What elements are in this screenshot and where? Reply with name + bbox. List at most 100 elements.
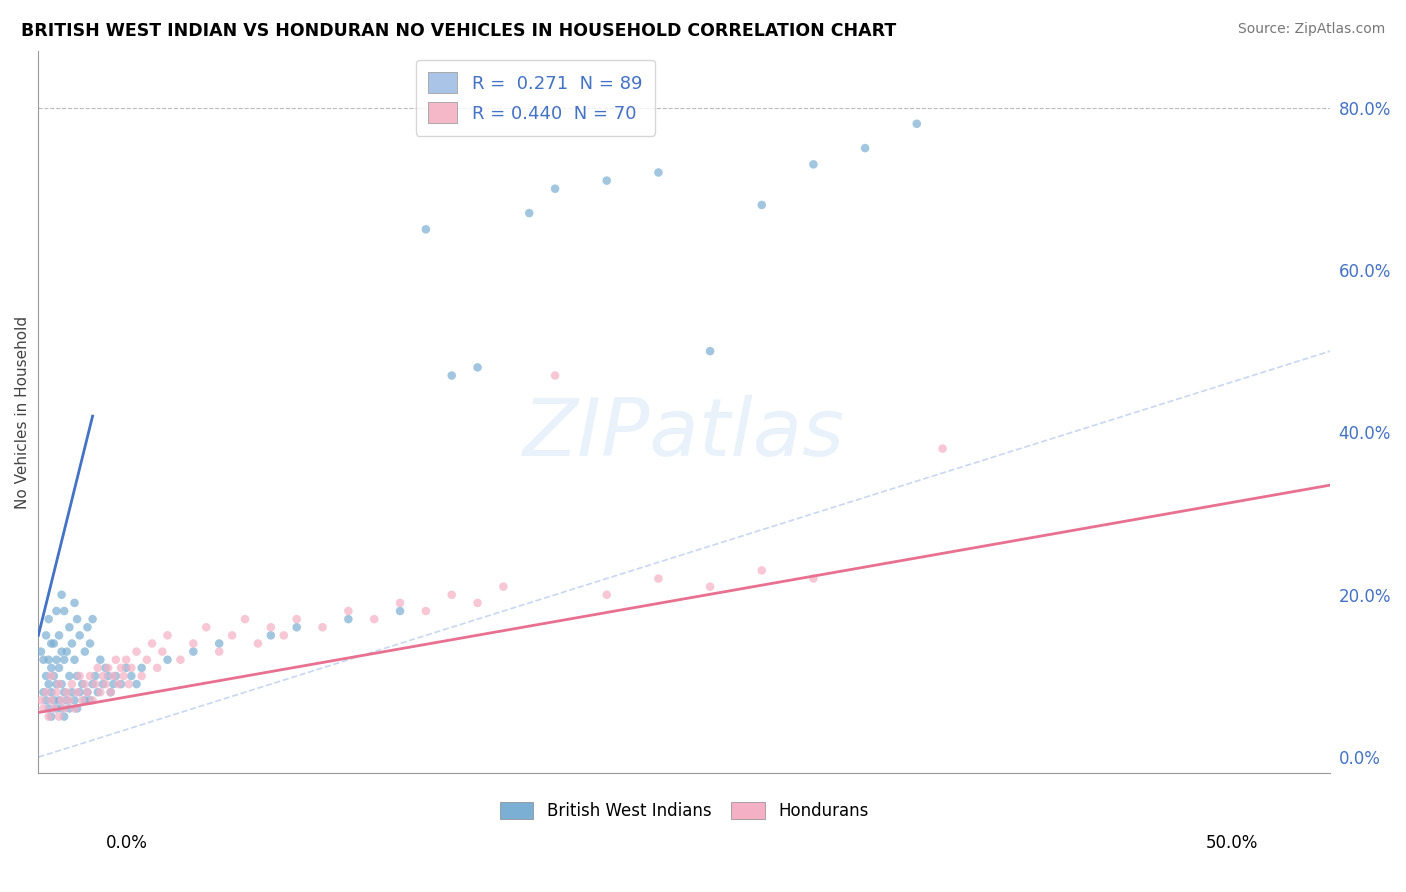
Point bbox=[53, 701, 76, 715]
Point bbox=[156, 628, 179, 642]
Point bbox=[55, 693, 77, 707]
Point bbox=[39, 709, 62, 723]
Point bbox=[55, 645, 77, 659]
Point bbox=[48, 661, 70, 675]
Point bbox=[125, 677, 148, 691]
Point bbox=[35, 669, 58, 683]
Point bbox=[45, 604, 67, 618]
Point bbox=[311, 620, 333, 634]
Point bbox=[115, 653, 138, 667]
Point bbox=[60, 636, 83, 650]
Point bbox=[45, 701, 67, 715]
Point bbox=[110, 661, 132, 675]
Point bbox=[35, 693, 58, 707]
Point bbox=[51, 693, 73, 707]
Point bbox=[60, 677, 83, 691]
Point bbox=[803, 572, 825, 586]
Point bbox=[110, 677, 132, 691]
Point bbox=[156, 653, 179, 667]
Point bbox=[337, 612, 360, 626]
Point bbox=[79, 636, 101, 650]
Point bbox=[97, 661, 120, 675]
Point bbox=[103, 677, 125, 691]
Point bbox=[260, 628, 283, 642]
Point bbox=[221, 628, 243, 642]
Point bbox=[66, 612, 89, 626]
Point bbox=[53, 685, 76, 699]
Point bbox=[35, 685, 58, 699]
Point bbox=[107, 677, 129, 691]
Point bbox=[58, 701, 80, 715]
Point bbox=[131, 661, 153, 675]
Point bbox=[208, 645, 231, 659]
Text: 0.0%: 0.0% bbox=[105, 834, 148, 852]
Point bbox=[260, 620, 283, 634]
Text: Source: ZipAtlas.com: Source: ZipAtlas.com bbox=[1237, 22, 1385, 37]
Point bbox=[389, 604, 412, 618]
Point bbox=[183, 645, 205, 659]
Point bbox=[72, 693, 94, 707]
Point bbox=[76, 620, 98, 634]
Point bbox=[169, 653, 191, 667]
Point bbox=[82, 677, 104, 691]
Point bbox=[141, 636, 163, 650]
Point bbox=[246, 636, 269, 650]
Point bbox=[48, 693, 70, 707]
Point bbox=[30, 645, 52, 659]
Point bbox=[30, 693, 52, 707]
Point bbox=[440, 588, 463, 602]
Point bbox=[389, 596, 412, 610]
Point bbox=[63, 653, 86, 667]
Point bbox=[39, 661, 62, 675]
Point bbox=[38, 709, 60, 723]
Point bbox=[94, 661, 117, 675]
Point bbox=[38, 701, 60, 715]
Point bbox=[751, 198, 773, 212]
Point bbox=[699, 580, 721, 594]
Point bbox=[48, 628, 70, 642]
Point bbox=[467, 596, 489, 610]
Point bbox=[120, 669, 142, 683]
Point bbox=[84, 677, 107, 691]
Point bbox=[183, 636, 205, 650]
Point bbox=[492, 580, 515, 594]
Point bbox=[363, 612, 385, 626]
Point bbox=[69, 669, 91, 683]
Point bbox=[76, 685, 98, 699]
Point bbox=[146, 661, 169, 675]
Point bbox=[58, 669, 80, 683]
Point bbox=[104, 669, 127, 683]
Point bbox=[35, 628, 58, 642]
Point bbox=[273, 628, 295, 642]
Point bbox=[100, 685, 122, 699]
Point bbox=[699, 344, 721, 359]
Point bbox=[82, 693, 104, 707]
Point bbox=[125, 645, 148, 659]
Point bbox=[45, 677, 67, 691]
Point bbox=[69, 685, 91, 699]
Point bbox=[53, 653, 76, 667]
Point bbox=[87, 685, 110, 699]
Point bbox=[63, 693, 86, 707]
Text: ZIPatlas: ZIPatlas bbox=[523, 395, 845, 473]
Point bbox=[73, 693, 96, 707]
Point bbox=[42, 669, 65, 683]
Point bbox=[79, 693, 101, 707]
Point bbox=[89, 685, 111, 699]
Point bbox=[544, 368, 567, 383]
Point bbox=[45, 653, 67, 667]
Point bbox=[337, 604, 360, 618]
Point bbox=[39, 685, 62, 699]
Point bbox=[32, 685, 55, 699]
Point bbox=[69, 628, 91, 642]
Legend: British West Indians, Hondurans: British West Indians, Hondurans bbox=[494, 795, 875, 827]
Point bbox=[440, 368, 463, 383]
Point bbox=[42, 636, 65, 650]
Point bbox=[39, 693, 62, 707]
Point bbox=[233, 612, 256, 626]
Point bbox=[38, 677, 60, 691]
Point bbox=[72, 677, 94, 691]
Point bbox=[51, 645, 73, 659]
Point bbox=[103, 669, 125, 683]
Point bbox=[63, 596, 86, 610]
